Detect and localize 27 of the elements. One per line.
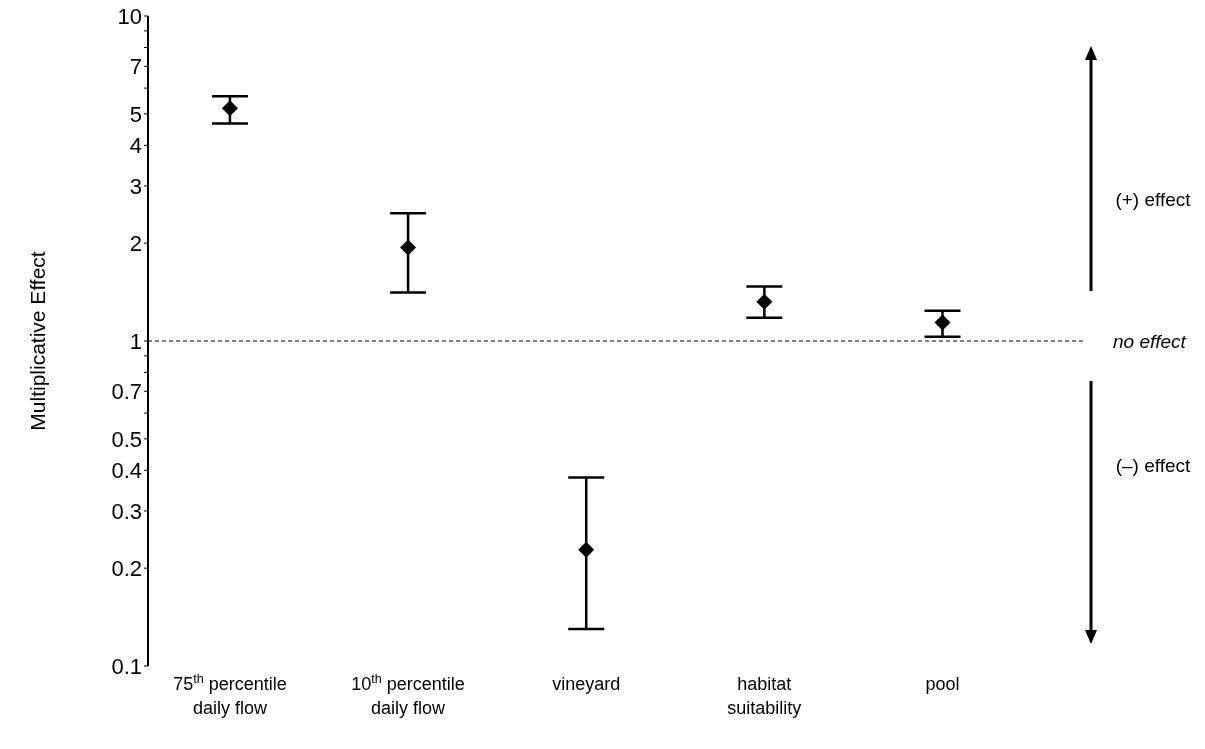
point	[400, 239, 417, 256]
y-tick-label: 5	[129, 101, 142, 127]
text: (+) effect	[1115, 189, 1192, 210]
y-tick-label: 4	[129, 133, 142, 159]
y-tick-label: 0.3	[111, 498, 142, 524]
y-axis-title: Multiplicative Effect	[26, 251, 50, 431]
text: (–) effect	[1115, 455, 1192, 476]
y-tick-label: 10	[117, 3, 142, 29]
y-tick-label: 2	[129, 230, 142, 256]
y-tick-label: 0.1	[111, 653, 142, 679]
y-tick-label: 7	[129, 54, 142, 80]
x-tick-label: vineyard	[552, 674, 621, 694]
ref-line-label: no effect	[1113, 330, 1187, 352]
point	[756, 293, 773, 310]
x-tick-label: pool	[925, 674, 960, 694]
x-tick-label: 10$^{th}$ percentile daily flow	[351, 672, 465, 718]
point	[221, 100, 238, 117]
x-tick-label: habitat suitability	[727, 674, 802, 718]
y-tick-label: 3	[129, 173, 142, 199]
x-tick-label: 75$^{th}$ percentile daily flow	[173, 672, 287, 718]
y-tick-label: 1	[129, 328, 142, 354]
point	[578, 541, 595, 558]
y-tick-label: 0.4	[111, 458, 142, 484]
y-tick-label: 0.5	[111, 426, 142, 452]
y-tick-label: 0.2	[111, 555, 142, 581]
point	[934, 314, 951, 331]
y-tick-label: 0.7	[111, 379, 142, 405]
